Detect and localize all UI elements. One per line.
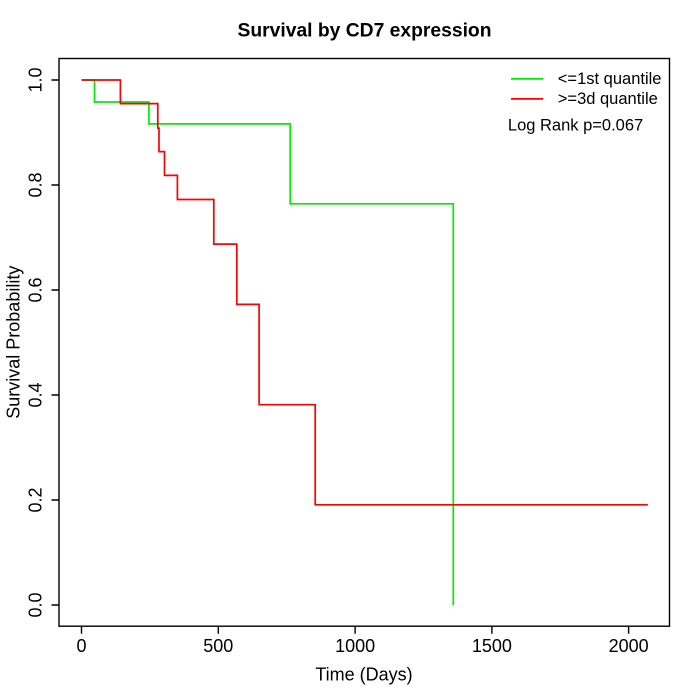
svg-text:1500: 1500 (472, 636, 512, 656)
svg-text:Survival by CD7 expression: Survival by CD7 expression (238, 21, 492, 42)
svg-text:>=3d quantile: >=3d quantile (558, 90, 658, 108)
svg-text:0: 0 (76, 636, 86, 656)
svg-text:Time (Days): Time (Days) (315, 664, 412, 684)
svg-text:1.0: 1.0 (26, 67, 46, 92)
svg-text:0.4: 0.4 (26, 382, 46, 407)
svg-text:Log Rank p=0.067: Log Rank p=0.067 (508, 116, 643, 134)
svg-text:0.0: 0.0 (26, 592, 46, 617)
svg-text:500: 500 (203, 636, 233, 656)
svg-text:<=1st quantile: <=1st quantile (558, 70, 662, 88)
svg-text:0.8: 0.8 (26, 172, 46, 197)
svg-text:1000: 1000 (335, 636, 375, 656)
svg-text:Survival Probability: Survival Probability (3, 266, 23, 419)
svg-text:2000: 2000 (609, 636, 649, 656)
svg-text:0.2: 0.2 (26, 487, 46, 512)
svg-text:0.6: 0.6 (26, 277, 46, 302)
